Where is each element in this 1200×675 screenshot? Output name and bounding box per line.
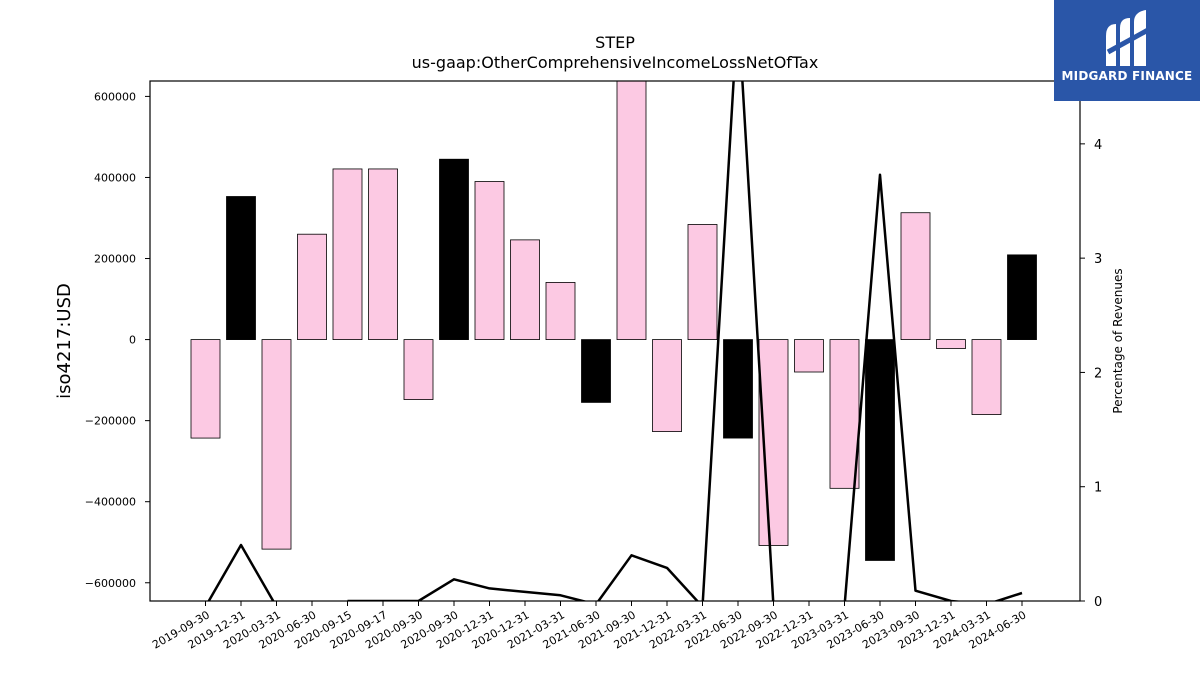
bar bbox=[616, 81, 647, 340]
bar bbox=[900, 212, 931, 340]
y2-tick-label: 2 bbox=[1094, 366, 1102, 381]
bar bbox=[829, 339, 860, 489]
y2-tick-label: 0 bbox=[1094, 595, 1102, 610]
y2-axis-label: Percentage of Revenues bbox=[1111, 268, 1125, 413]
bar bbox=[723, 339, 753, 439]
bar bbox=[971, 339, 1002, 415]
y-tick-label: 600000 bbox=[94, 90, 136, 103]
y-tick-label: −600000 bbox=[85, 577, 136, 590]
bar bbox=[297, 233, 327, 340]
y2-tick-label: 4 bbox=[1094, 138, 1102, 153]
y2-tick-label: 3 bbox=[1094, 252, 1102, 267]
y-tick-label: −200000 bbox=[85, 415, 136, 428]
bar bbox=[652, 339, 682, 432]
bar bbox=[332, 168, 363, 340]
y-tick-label: 0 bbox=[129, 334, 136, 347]
bar bbox=[936, 339, 966, 349]
y2-tick-label: 1 bbox=[1094, 481, 1102, 496]
bar bbox=[687, 224, 718, 340]
bar bbox=[865, 339, 895, 561]
percentage-line bbox=[207, 81, 1023, 601]
midgard-finance-logo: MIDGARD FINANCE bbox=[1054, 0, 1200, 101]
plot-frame bbox=[149, 80, 1081, 602]
bar bbox=[474, 181, 505, 340]
chart-subtitle: us-gaap:OtherComprehensiveIncomeLossNetO… bbox=[411, 53, 819, 72]
bar bbox=[439, 158, 469, 340]
bar bbox=[545, 282, 576, 340]
bar bbox=[226, 196, 256, 340]
y-tick-label: 400000 bbox=[94, 171, 136, 184]
y-axis-label: iso4217:USD bbox=[54, 283, 75, 399]
logo-mark-icon bbox=[1106, 10, 1150, 66]
logo-text: MIDGARD FINANCE bbox=[1061, 69, 1193, 83]
y-tick-label: −400000 bbox=[85, 496, 136, 509]
bar bbox=[190, 339, 221, 439]
bar bbox=[403, 339, 434, 400]
y-tick-label: 200000 bbox=[94, 253, 136, 266]
bar bbox=[581, 339, 611, 403]
bar bbox=[1007, 254, 1037, 340]
bar bbox=[794, 339, 824, 373]
bar bbox=[368, 168, 398, 340]
chart-title: STEP bbox=[595, 33, 635, 52]
bar bbox=[510, 239, 540, 340]
bar bbox=[261, 339, 292, 550]
